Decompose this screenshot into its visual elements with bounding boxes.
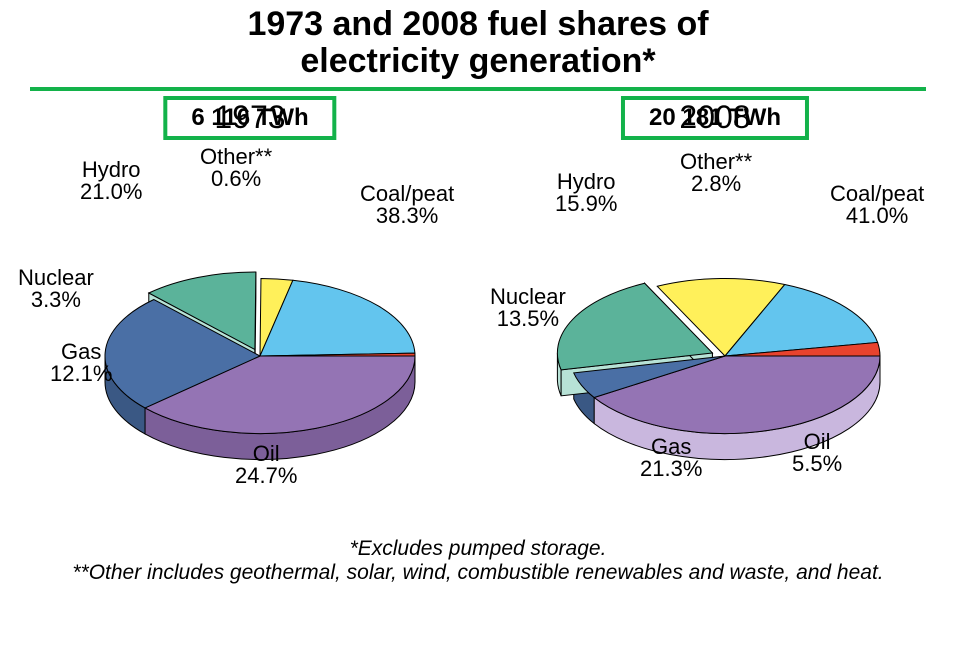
slice-label-gas: Gas12.1%	[50, 341, 112, 385]
slice-label-other: Other**2.8%	[680, 151, 752, 195]
slice-label-nuclear: Nuclear3.3%	[18, 267, 94, 311]
slice-label-coalpeat: Coal/peat38.3%	[360, 183, 454, 227]
title-line1: 1973 and 2008 fuel shares of	[0, 6, 956, 43]
total-box: 6 116 TWh	[163, 96, 336, 140]
slice-label-gas: Gas21.3%	[640, 436, 702, 480]
slice-label-coalpeat: Coal/peat41.0%	[830, 183, 924, 227]
slice-label-other: Other**0.6%	[200, 146, 272, 190]
total-box: 20 181 TWh	[621, 96, 809, 140]
title-line2: electricity generation*	[0, 43, 956, 80]
slice-label-hydro: Hydro15.9%	[555, 171, 617, 215]
slice-label-oil: Oil24.7%	[235, 443, 297, 487]
slice-label-nuclear: Nuclear13.5%	[490, 286, 566, 330]
footnotes: *Excludes pumped storage. **Other includ…	[0, 537, 956, 585]
slice-label-hydro: Hydro21.0%	[80, 159, 142, 203]
chart-1973: 1973 Coal/peat38.3%Oil24.7%Gas12.1%Nucle…	[20, 91, 480, 136]
chart-2008: 2008 Coal/peat41.0%Oil5.5%Gas21.3%Nuclea…	[490, 91, 940, 136]
footnote-2: **Other includes geothermal, solar, wind…	[0, 561, 956, 585]
charts-region: 1973 Coal/peat38.3%Oil24.7%Gas12.1%Nucle…	[0, 91, 956, 531]
footnote-1: *Excludes pumped storage.	[0, 537, 956, 561]
slice-label-oil: Oil5.5%	[792, 431, 842, 475]
chart-title: 1973 and 2008 fuel shares of electricity…	[0, 0, 956, 81]
